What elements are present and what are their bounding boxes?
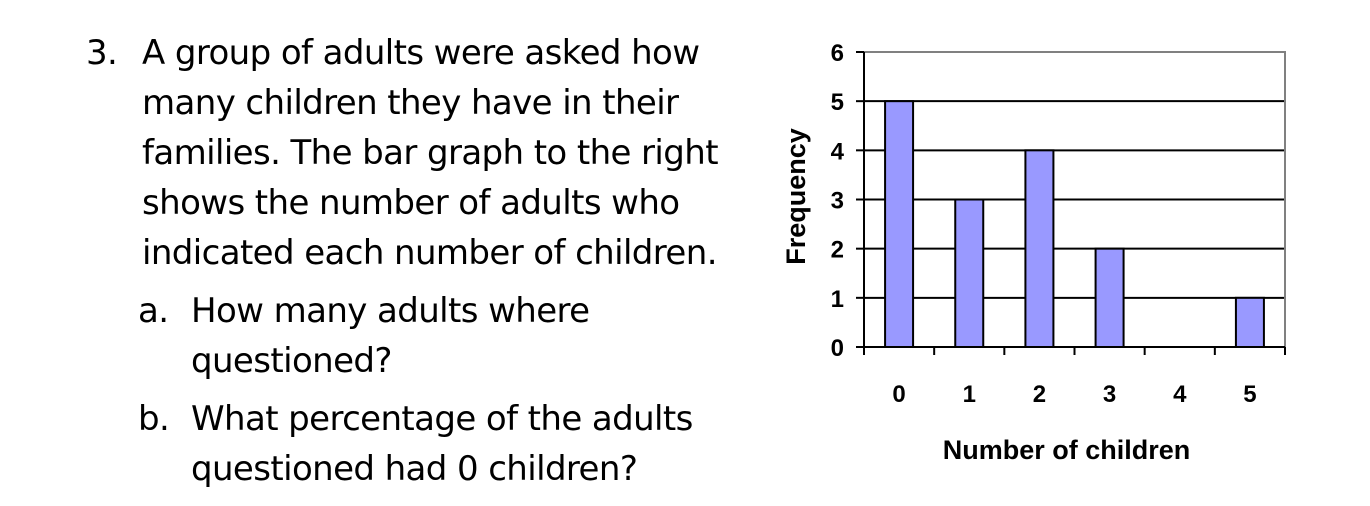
tick-labels: 0 1 2 3 4 5 6 0 1 2 3 4 5	[831, 40, 1257, 408]
sub-question-a: a. How many adults where questioned?	[138, 286, 726, 386]
question-main: 3. A group of adults were asked how many…	[86, 28, 726, 278]
sub-question-line: questioned had 0 children?	[191, 449, 638, 489]
x-tick-label: 2	[1033, 381, 1046, 408]
sub-question-line: questioned?	[191, 341, 392, 381]
y-axis-title: Frequency	[781, 128, 811, 265]
sub-question-line: How many adults where	[191, 291, 590, 331]
question-block: 3. A group of adults were asked how many…	[86, 28, 726, 502]
sub-question-text: How many adults where questioned?	[191, 286, 726, 386]
sub-question-letter: b.	[138, 399, 170, 439]
y-tick-label: 6	[831, 40, 844, 67]
question-line: shows the number of adults who	[142, 183, 680, 223]
x-tick-label: 0	[892, 381, 905, 408]
y-tick-label: 2	[831, 237, 844, 264]
y-tick-label: 5	[831, 89, 844, 116]
question-line: families. The bar graph to the right	[142, 133, 719, 173]
bars	[884, 100, 1265, 349]
bar-0	[884, 100, 915, 348]
y-tick-label: 3	[831, 188, 844, 215]
question-number: 3.	[86, 33, 118, 73]
bar-1	[954, 198, 985, 348]
question-line: indicated each number of children.	[142, 233, 718, 273]
x-axis-title: Number of children	[943, 435, 1191, 465]
question-text: A group of adults were asked how many ch…	[142, 28, 726, 278]
bar-3	[1094, 247, 1125, 349]
y-tick-label: 0	[831, 335, 844, 362]
x-tick-label: 5	[1243, 381, 1256, 408]
x-tick-label: 3	[1103, 381, 1116, 408]
sub-question-text: What percentage of the adults questioned…	[191, 394, 726, 494]
sub-question-line: What percentage of the adults	[191, 399, 693, 439]
sub-question-list: a. How many adults where questioned? b. …	[86, 286, 726, 494]
bar-5	[1234, 296, 1265, 349]
gridlines	[864, 51, 1285, 299]
sub-question-letter: a.	[138, 291, 169, 331]
y-tick-label: 1	[831, 286, 844, 313]
x-tick-label: 4	[1173, 381, 1187, 408]
y-tick-label: 4	[831, 138, 845, 165]
question-line: A group of adults were asked how	[142, 33, 700, 73]
x-tick-label: 1	[963, 381, 976, 408]
sub-question-b: b. What percentage of the adults questio…	[138, 394, 726, 494]
question-line: many children they have in their	[142, 83, 679, 123]
bar-2	[1024, 149, 1055, 348]
axes	[856, 51, 1286, 355]
